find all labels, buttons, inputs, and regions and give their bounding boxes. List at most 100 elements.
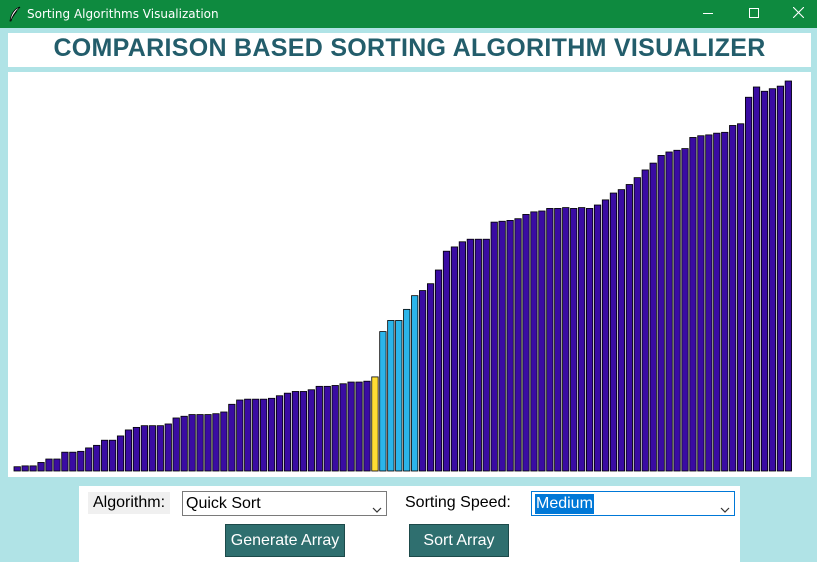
array-bar	[673, 149, 681, 472]
array-bar	[148, 425, 156, 472]
array-bar	[331, 385, 339, 472]
array-bar	[61, 451, 69, 472]
array-bar	[625, 184, 633, 472]
array-bar	[116, 435, 125, 472]
minimize-button[interactable]	[685, 0, 731, 28]
array-bar	[482, 238, 490, 472]
array-bar	[737, 123, 745, 472]
array-bar	[45, 458, 53, 472]
array-bar	[665, 151, 673, 472]
array-bar	[29, 465, 37, 472]
array-bar	[633, 177, 641, 472]
array-bar	[554, 208, 562, 472]
array-bar	[768, 88, 777, 472]
array-bar	[188, 414, 196, 472]
page-title: COMPARISON BASED SORTING ALGORITHM VISUA…	[53, 34, 766, 62]
array-bar	[267, 397, 276, 472]
array-bar	[450, 246, 459, 472]
array-bar	[593, 204, 602, 472]
minimize-icon	[703, 5, 713, 23]
array-bar	[252, 398, 260, 472]
array-bar	[562, 207, 570, 472]
array-bar	[681, 148, 689, 472]
array-bar	[752, 86, 761, 472]
close-icon	[792, 5, 804, 23]
array-bar	[355, 381, 363, 472]
array-bar	[776, 85, 785, 472]
array-bar	[442, 250, 451, 472]
array-bar	[339, 383, 347, 472]
array-bar	[570, 208, 578, 472]
array-bar	[522, 214, 530, 472]
control-panel: Algorithm: Quick Sort Sorting Speed: Med…	[79, 486, 740, 562]
array-bar	[69, 451, 77, 472]
array-bar	[164, 423, 172, 472]
algorithm-select[interactable]: Quick Sort	[182, 491, 387, 516]
array-bar	[426, 283, 435, 472]
speed-select-value: Medium	[535, 494, 594, 514]
array-bar	[299, 391, 308, 472]
array-bar	[212, 413, 220, 472]
array-bar	[291, 391, 300, 472]
array-bar	[196, 414, 204, 472]
close-button[interactable]	[775, 0, 817, 28]
speed-label: Sorting Speed:	[405, 494, 511, 511]
array-bar	[784, 80, 792, 472]
title-bar: Sorting Algorithms Visualization	[0, 0, 817, 28]
header-banner: COMPARISON BASED SORTING ALGORITHM VISUA…	[8, 33, 811, 67]
array-bar	[649, 162, 657, 472]
chevron-down-icon	[372, 499, 382, 513]
array-bar	[93, 444, 101, 472]
array-bar	[713, 132, 721, 472]
array-bar	[657, 155, 665, 472]
array-bar	[419, 290, 427, 472]
array-bar	[77, 450, 85, 472]
array-bar	[37, 462, 45, 472]
visualization-canvas	[8, 72, 811, 477]
array-bar	[109, 439, 117, 472]
array-bar	[490, 221, 498, 472]
array-bar	[474, 238, 482, 472]
array-bar	[172, 417, 180, 472]
array-bar	[220, 411, 228, 472]
array-bar	[434, 269, 443, 472]
array-bar	[689, 137, 697, 472]
array-bar	[140, 425, 148, 472]
sort-array-button[interactable]: Sort Array	[409, 524, 509, 557]
generate-array-button[interactable]: Generate Array	[225, 524, 345, 557]
array-bar	[466, 238, 474, 472]
array-bar	[697, 135, 705, 472]
array-bar	[458, 241, 467, 472]
array-bar	[323, 385, 331, 472]
algorithm-select-value: Quick Sort	[186, 495, 261, 512]
array-bar	[538, 210, 546, 472]
array-bar	[260, 398, 268, 472]
array-bar	[371, 376, 379, 472]
array-bar	[363, 380, 371, 472]
array-bar	[745, 96, 753, 472]
array-bar	[411, 295, 419, 472]
array-bar	[275, 395, 284, 472]
array-bar	[395, 320, 403, 472]
array-bar	[617, 189, 626, 472]
feather-icon	[8, 6, 22, 22]
array-bar	[721, 131, 729, 472]
array-bar	[204, 414, 212, 472]
array-bar	[705, 134, 713, 472]
array-bar	[132, 426, 141, 472]
maximize-button[interactable]	[731, 0, 777, 28]
chevron-down-icon	[720, 499, 730, 513]
array-bar	[403, 308, 411, 472]
array-bar	[21, 465, 29, 472]
array-bar	[53, 458, 61, 472]
array-bar	[514, 218, 522, 472]
bar-chart	[13, 80, 792, 472]
array-bar	[498, 220, 506, 472]
speed-select[interactable]: Medium	[531, 491, 735, 516]
array-bar	[379, 331, 387, 472]
array-bar	[101, 439, 109, 472]
array-bar	[387, 320, 395, 472]
array-bar	[13, 466, 21, 472]
array-bar	[236, 399, 244, 472]
algorithm-label: Algorithm:	[88, 492, 171, 514]
